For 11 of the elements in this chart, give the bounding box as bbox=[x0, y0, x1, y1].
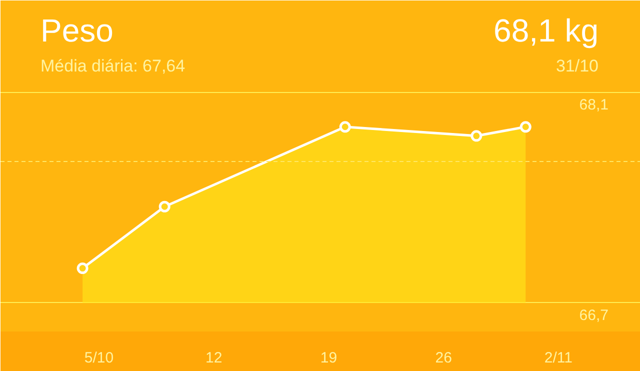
x-tick-label: 5/10 bbox=[84, 350, 114, 366]
x-tick-label: 19 bbox=[320, 350, 338, 366]
y-tick-label: 68,1 bbox=[579, 96, 609, 114]
annotation: 31/10 bbox=[556, 56, 599, 76]
text: Média diária: 67,64 bbox=[40, 56, 186, 76]
chart-title: Peso bbox=[40, 12, 114, 48]
x-tick-label: 12 bbox=[205, 350, 222, 366]
x-tick-label: 2/11 bbox=[544, 350, 572, 366]
annotation: 68,1 kg bbox=[494, 12, 598, 48]
y-tick-label: 66,7 bbox=[579, 306, 609, 324]
x-tick-label: 26 bbox=[435, 350, 452, 366]
